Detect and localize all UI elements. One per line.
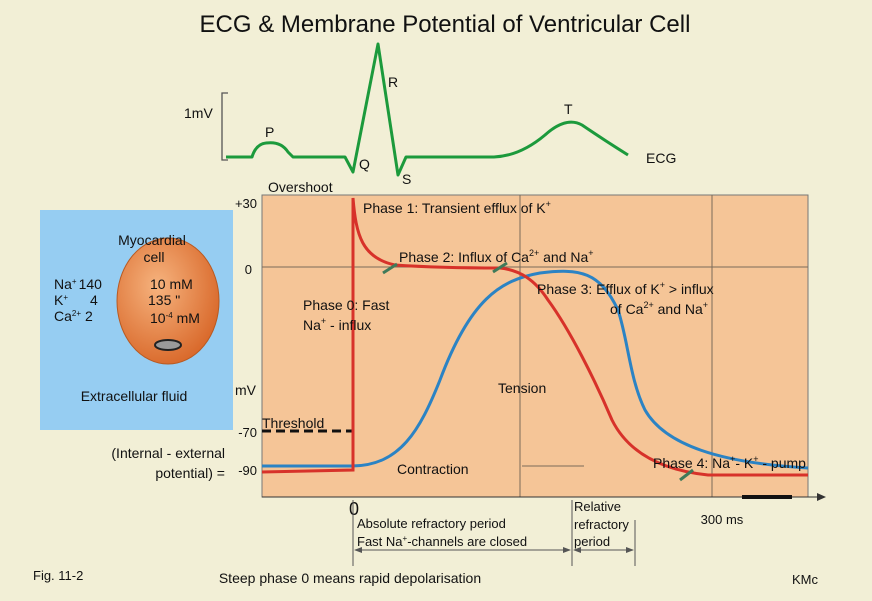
figure-number: Fig. 11-2 [33, 568, 83, 583]
contraction-label: Contraction [397, 461, 469, 477]
ion-k-outside: K+ 4 [54, 292, 98, 308]
phase2-label: Phase 2: Influx of Ca2+ and Na+ [399, 248, 594, 265]
ion-ca-outside: Ca2+ 2 [54, 308, 93, 324]
ion-na-inside: 10 mM [150, 276, 193, 292]
author-initials: KMc [792, 572, 819, 587]
ion-na-outside: Na+ 140 [54, 276, 102, 292]
ecg-scale-label: 1mV [184, 105, 213, 121]
y-axis-ticks: +30 0 -70 -90 [235, 196, 257, 478]
ecg-label: ECG [646, 150, 676, 166]
refractory-period-arrows-icon [354, 547, 634, 553]
phase0-label-line2: Na+ - influx [303, 316, 371, 333]
cell-name-line2: cell [143, 249, 164, 265]
phase-markers [382, 261, 694, 482]
refractory-period-markers [352, 500, 636, 566]
y-tick-label: 0 [245, 262, 252, 277]
relative-refractory-line3: period [574, 534, 610, 549]
absolute-refractory-line1: Absolute refractory period [357, 516, 506, 531]
ecg-wave-t: T [564, 101, 573, 117]
figure-caption: Steep phase 0 means rapid depolarisation [219, 570, 481, 586]
myocardial-cell [116, 237, 220, 365]
cell-name-line1: Myocardial [118, 232, 186, 248]
threshold-label: Threshold [262, 415, 324, 431]
phase3-label-line2: of Ca2+ and Na+ [610, 300, 708, 317]
phase4-label: Phase 4: Na+- K+ - pump [653, 454, 806, 471]
phase0-label-line1: Phase 0: Fast [303, 297, 389, 313]
potential-label-line2: potential) = [155, 465, 225, 481]
relative-refractory-line1: Relative [574, 499, 621, 514]
ion-k-inside: 135 " [148, 292, 180, 308]
relative-refractory-line2: refractory [574, 517, 629, 532]
y-axis-unit: mV [235, 382, 257, 398]
potential-label-line1: (Internal - external [111, 445, 225, 461]
y-tick-label: -90 [238, 463, 257, 478]
phase1-label: Phase 1: Transient efflux of K+ [363, 199, 551, 216]
membrane-potential-curve [261, 197, 808, 477]
chart-gridlines [262, 195, 808, 497]
x-axis-arrow-icon [817, 493, 826, 501]
tension-curve [262, 269, 809, 470]
ecg-wave-q: Q [359, 156, 370, 172]
ecg-wave-p: P [265, 124, 274, 140]
y-tick-label: +30 [235, 196, 257, 211]
time-scale-label: 300 ms [701, 512, 744, 527]
overshoot-label: Overshoot [268, 179, 333, 195]
ecg-scale-bracket [221, 92, 228, 161]
tension-label: Tension [498, 380, 546, 396]
ecg-wave-s: S [402, 171, 411, 187]
cell-nucleus-icon [154, 339, 182, 351]
ion-ca-inside: 10-4 mM [150, 310, 200, 326]
ecg-trace [226, 42, 629, 177]
title: ECG & Membrane Potential of Ventricular … [200, 11, 691, 38]
y-tick-label: -70 [238, 425, 257, 440]
x-origin-label: 0 [349, 499, 359, 519]
extracellular-fluid-label: Extracellular fluid [81, 388, 188, 404]
membrane-chart-panel [261, 194, 809, 498]
ecg-wave-r: R [388, 74, 398, 90]
phase3-label-line1: Phase 3: Efflux of K+ > influx [537, 280, 714, 297]
absolute-refractory-line2: Fast Na+-channels are closed [357, 534, 527, 549]
